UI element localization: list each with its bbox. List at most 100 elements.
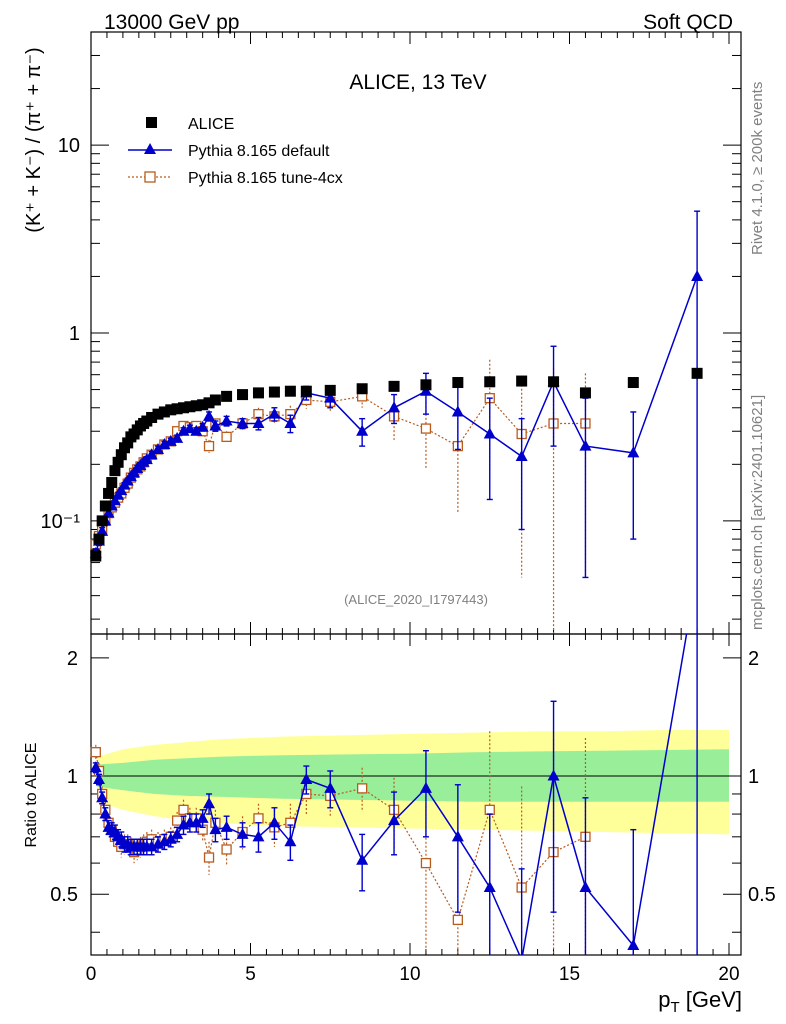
main-tune-point	[420, 423, 432, 434]
ratio-default-point	[300, 772, 313, 784]
main-default-point	[171, 431, 184, 443]
main-alice-point	[356, 383, 368, 395]
ratio-default-point	[268, 816, 281, 828]
ratio-default-point	[203, 797, 216, 809]
main-alice-point	[579, 387, 591, 399]
ratio-default-point	[96, 791, 109, 803]
main-alice-point	[99, 500, 111, 512]
ratio-default-point	[547, 769, 560, 781]
main-alice-point	[158, 406, 170, 418]
main-alice-point	[452, 377, 464, 389]
main-alice-point	[237, 389, 249, 401]
analysis-reference: (ALICE_2020_I1797443)	[344, 592, 488, 607]
ratio-tune-point	[484, 804, 495, 815]
main-alice-point	[548, 376, 560, 388]
ratio-default-point	[627, 939, 640, 951]
ratio-default-point	[451, 830, 464, 842]
mcplots-label: mcplots.cern.ch [arXiv:2401.10621]	[749, 395, 766, 630]
main-alice-point	[106, 477, 118, 489]
ratio-frame	[90, 633, 742, 956]
main-default-point	[102, 506, 115, 518]
main-alice-point	[221, 390, 233, 402]
main-default-point	[324, 391, 337, 403]
main-default-point	[164, 434, 177, 446]
main-alice-point	[178, 402, 190, 414]
ratio-default-point	[252, 830, 265, 842]
main-alice-point	[190, 400, 202, 412]
x-tick-label: 10	[399, 964, 420, 985]
main-alice-point	[165, 404, 177, 416]
main-alice-point	[252, 387, 264, 399]
main-alice-point	[324, 384, 336, 396]
ratio-y-tick-label-right: 0.5	[748, 884, 776, 906]
main-alice-point	[109, 465, 121, 477]
main-default-point	[236, 416, 249, 428]
ratio-default-point	[483, 881, 496, 893]
main-alice-point	[484, 376, 496, 388]
x-axis-title: pT [GeV]	[658, 987, 742, 1016]
legend-label-tune: Pythia 8.165 tune-4cx	[188, 170, 343, 187]
x-tick-label: 5	[245, 964, 256, 985]
main-default-point	[196, 420, 209, 432]
ratio-tune-point	[203, 852, 215, 863]
ratio-y-tick-label-right: 1	[748, 766, 759, 788]
main-default-point	[209, 419, 222, 431]
main-default-point	[220, 414, 233, 426]
main-alice-point	[103, 487, 115, 499]
ratio-default-point	[99, 807, 112, 819]
x-axis-title-p: p	[658, 987, 670, 1012]
main-default-point	[451, 405, 464, 417]
main-alice-point	[152, 408, 164, 420]
ratio-default-point	[190, 816, 203, 828]
main-plot-area: 10⁻¹ 1 10	[41, 31, 742, 635]
main-default-point	[145, 448, 158, 460]
x-tick-label: 20	[718, 964, 739, 985]
main-alice-point	[284, 385, 296, 397]
ratio-y-axis-title: Ratio to ALICE	[23, 743, 40, 848]
main-default-point	[579, 439, 592, 451]
ratio-tune-point	[420, 857, 432, 869]
main-alice-point	[197, 399, 209, 411]
main-y-tick-label: 1	[69, 323, 80, 345]
legend-swatch-tune	[144, 171, 156, 183]
main-alice-point	[209, 394, 221, 406]
main-default-point	[108, 494, 121, 506]
main-default-point	[183, 422, 196, 434]
main-default-point	[515, 450, 528, 462]
main-default-point	[203, 409, 216, 421]
main-alice-point	[420, 379, 432, 391]
ratio-tune-point	[171, 815, 183, 826]
ratio-tune-point	[253, 813, 264, 824]
main-y-axis-title: (K⁺ + K⁻) / (π⁺ + π⁻)	[23, 47, 45, 232]
main-default-point	[151, 442, 164, 454]
legend-label-default: Pythia 8.165 default	[188, 143, 330, 160]
ratio-tune-point	[452, 914, 464, 926]
main-default-point	[190, 424, 203, 436]
main-default-point	[252, 416, 265, 428]
ratio-tune-point	[178, 804, 189, 815]
main-default-point	[388, 401, 401, 413]
ratio-default-point	[171, 827, 184, 839]
ratio-default-point	[284, 835, 297, 847]
main-default-point	[96, 524, 109, 536]
main-default-point	[483, 427, 496, 439]
header-left-title: 13000 GeV pp	[104, 11, 239, 34]
main-alice-point	[691, 367, 703, 379]
main-alice-point	[300, 385, 312, 397]
main-default-point	[627, 446, 640, 458]
main-y-tick-label: 10⁻¹	[41, 511, 81, 533]
legend-swatch-default	[144, 143, 156, 154]
main-alice-point	[93, 533, 105, 545]
main-default-point	[158, 438, 171, 450]
header-right-title: Soft QCD	[643, 11, 733, 34]
main-alice-point	[122, 437, 134, 449]
ratio-y-tick-label: 0.5	[50, 884, 78, 906]
main-alice-point	[184, 401, 196, 413]
main-default-point	[356, 424, 369, 436]
ratio-default-point	[196, 811, 209, 823]
main-alice-point	[115, 449, 127, 461]
ratio-tune-point	[356, 783, 368, 794]
ratio-default-point	[164, 832, 177, 844]
ratio-y-tick-label: 2	[67, 648, 78, 670]
